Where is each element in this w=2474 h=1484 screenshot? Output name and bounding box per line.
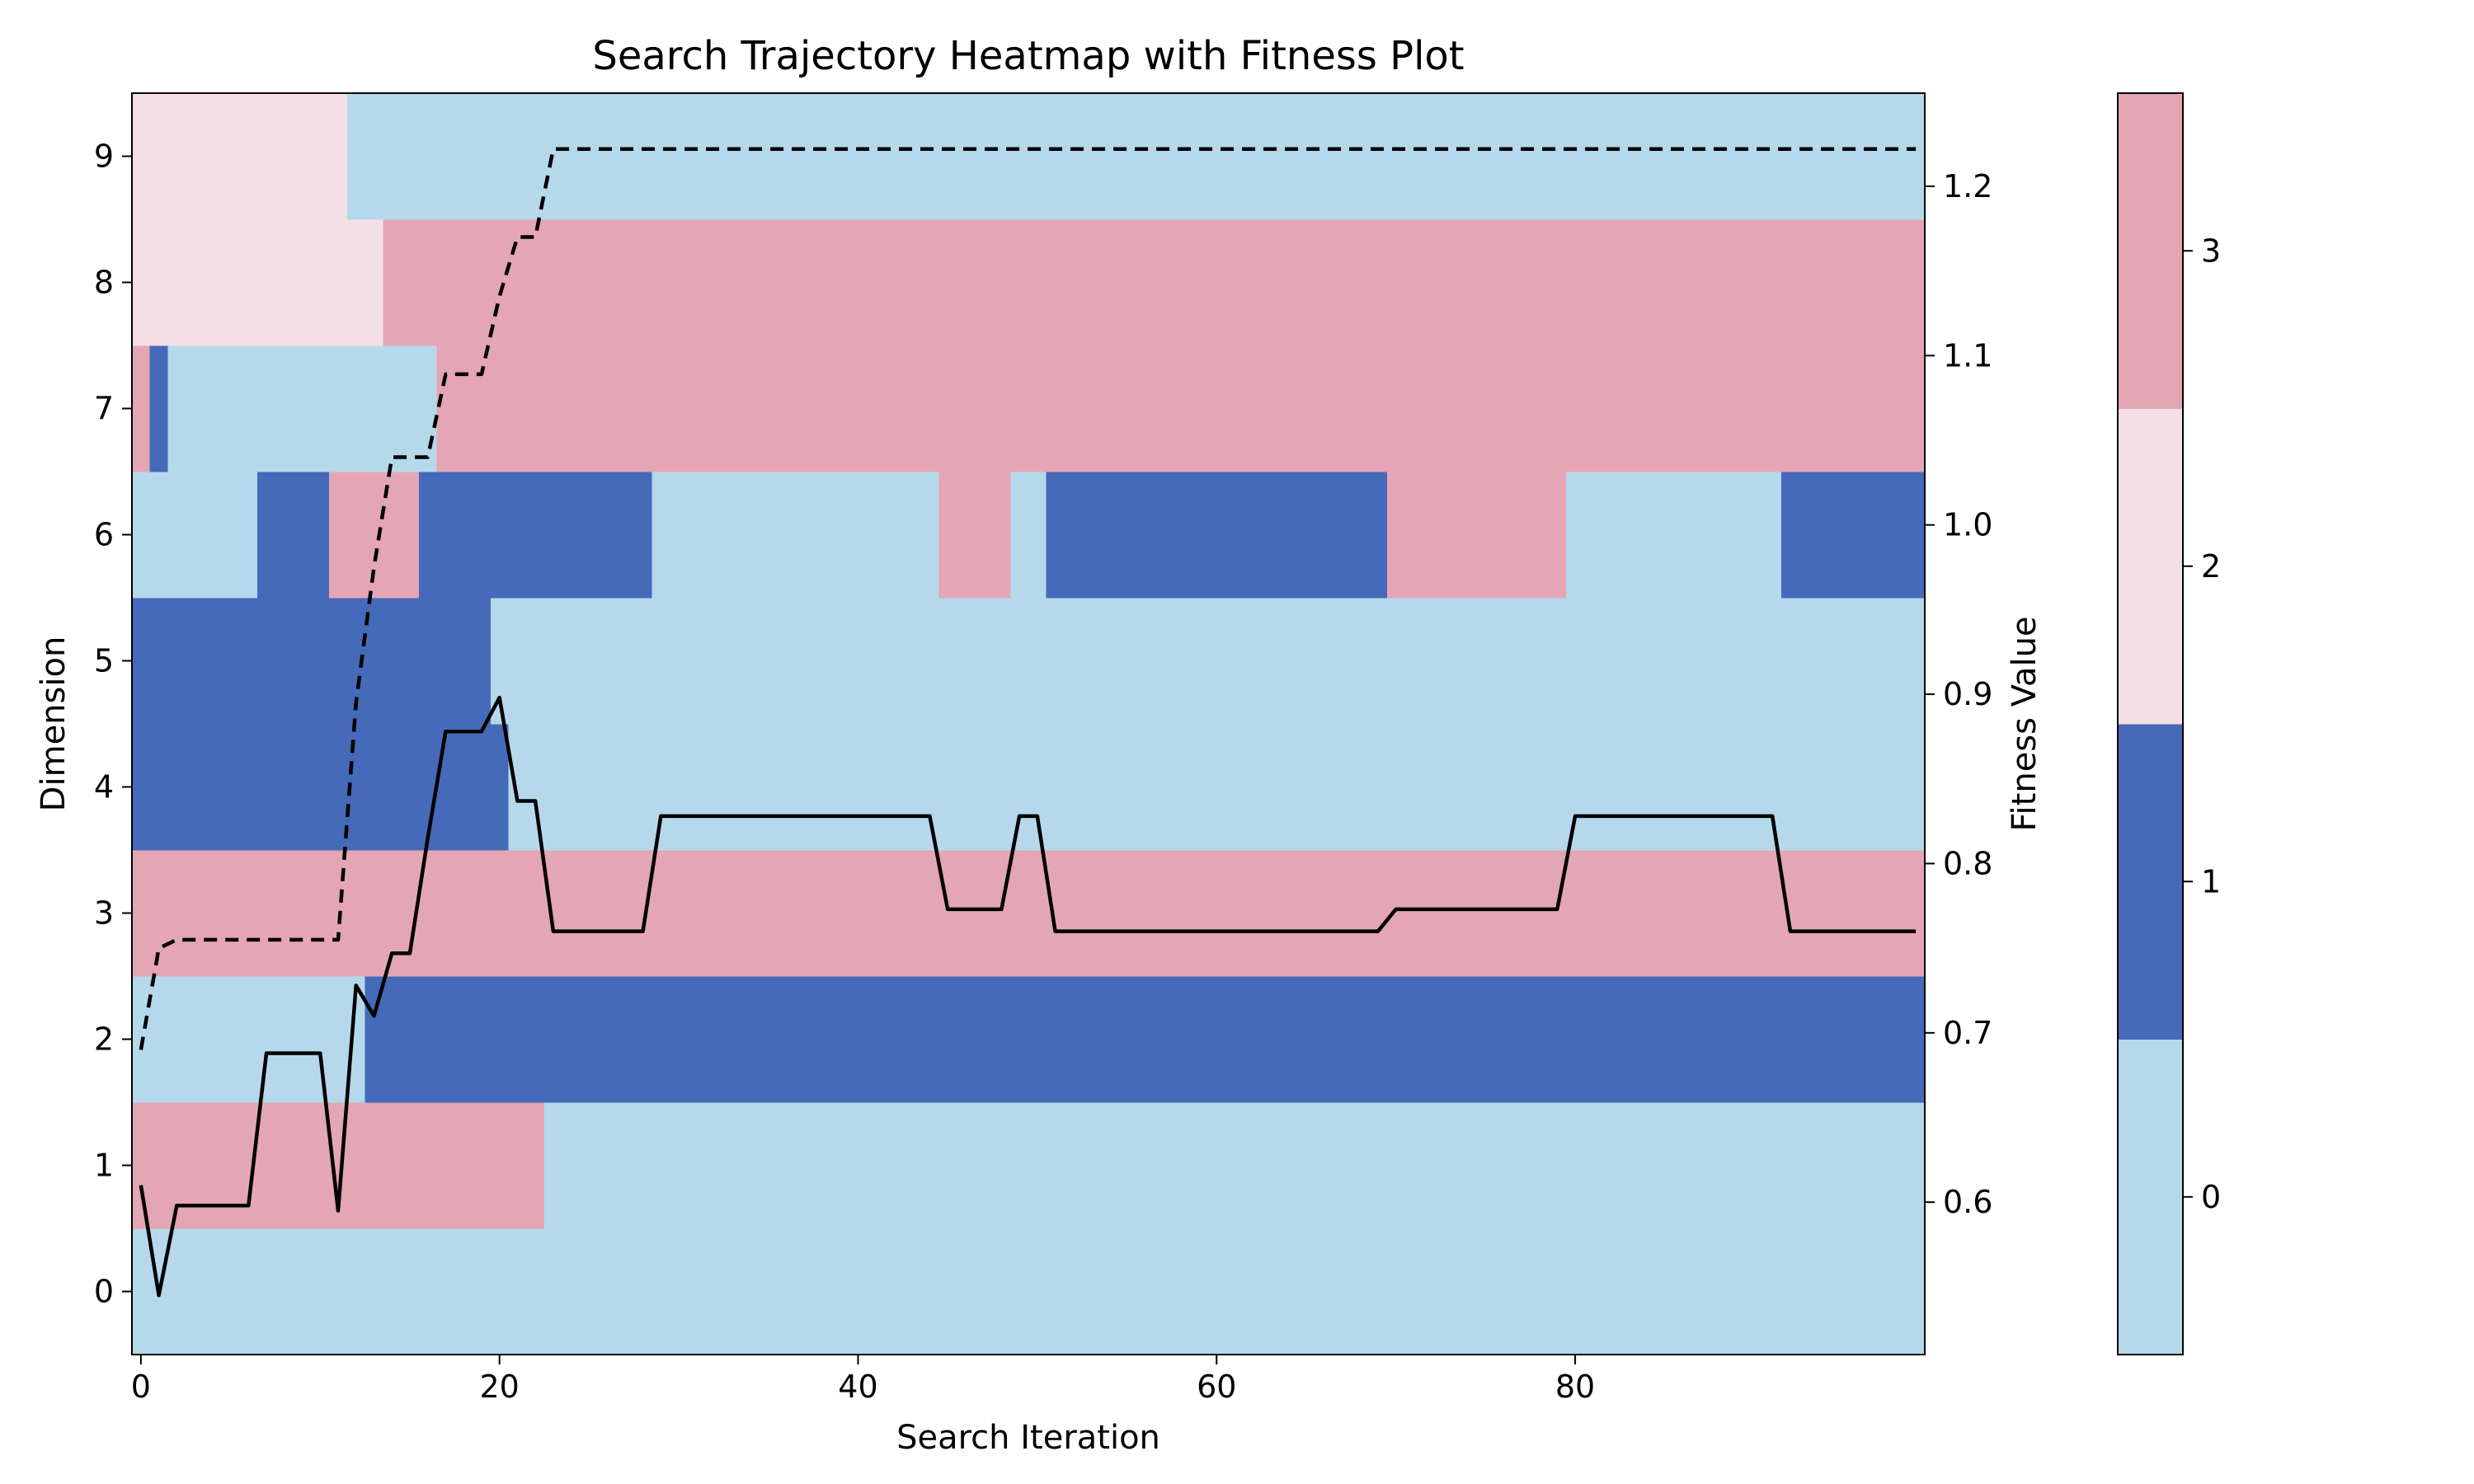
y-tick-label: 8: [94, 265, 114, 301]
y2-tick-label: 0.9: [1943, 676, 1992, 712]
heatmap-cell: [651, 472, 939, 599]
heatmap-cell: [132, 345, 151, 472]
y-axis-title: Dimension: [35, 636, 73, 812]
colorbar-swatch: [2118, 724, 2183, 1040]
colorbar-swatch: [2118, 93, 2183, 410]
heatmap-cell: [1781, 472, 1926, 599]
colorbar-swatch: [2118, 1039, 2183, 1355]
y2-tick-label: 1.0: [1943, 507, 1992, 543]
y-tick-label: 6: [94, 517, 114, 553]
colorbar-frame: [2117, 92, 2184, 1355]
x-tick-label: 0: [131, 1369, 151, 1405]
heatmap-cell: [1386, 472, 1567, 599]
colorbar-swatch: [2118, 408, 2183, 725]
chart-title: Search Trajectory Heatmap with Fitness P…: [592, 33, 1464, 79]
colorbar: 0 1 2 3: [2117, 92, 2221, 1355]
colorbar-tick-label: 0: [2201, 1179, 2221, 1215]
heatmap-cell: [132, 850, 1926, 977]
axes: 0 20 40 60 80 0 1 2 3 4 5 6 7 8 9 0.6 0.7 0.8 0.9 1.0 1.1 1.2: [94, 92, 1992, 1405]
heatmap-cell: [132, 724, 510, 851]
y2-tick-label: 1.2: [1943, 168, 1992, 204]
x-tick-label: 60: [1197, 1369, 1236, 1405]
y-tick-label: 9: [94, 139, 114, 175]
x-tick-label: 20: [479, 1369, 519, 1405]
y-tick-label: 2: [94, 1021, 114, 1058]
y2-tick-label: 1.1: [1943, 337, 1992, 373]
y-tick-label: 0: [94, 1274, 114, 1310]
y-tick-label: 3: [94, 895, 114, 932]
x-axis-title: Search Iteration: [896, 1419, 1160, 1457]
heatmap-cell: [1010, 472, 1047, 599]
heatmap-cell: [365, 976, 1926, 1103]
current-fitness-line: [139, 695, 1917, 1298]
y2-tick-label: 0.8: [1943, 845, 1992, 881]
colorbar-tick-label: 3: [2201, 232, 2221, 269]
heatmap-cell: [132, 598, 492, 725]
x-tick-label: 40: [838, 1369, 877, 1405]
heatmap-cell: [132, 976, 366, 1103]
heatmap-cell: [418, 472, 653, 599]
heatmap-cells: [132, 93, 1926, 1355]
heatmap-cell: [1566, 472, 1782, 599]
heatmap-cell: [257, 472, 330, 599]
x-tick-label: 80: [1555, 1369, 1595, 1405]
heatmap-cell: [544, 1102, 1926, 1229]
best-fitness-line: [139, 147, 1917, 1050]
y-tick-label: 5: [94, 643, 114, 679]
heatmap-cell: [346, 93, 1926, 220]
fitness-lines: [139, 147, 1917, 1298]
heatmap-cell: [132, 93, 348, 220]
heatmap-cell: [1046, 472, 1388, 599]
heatmap-cell: [436, 345, 1926, 472]
plot-frame: [131, 92, 1926, 1355]
y2-axis-title: Fitness Value: [2006, 616, 2044, 831]
heatmap-cell: [167, 345, 438, 472]
heatmap-cell: [149, 345, 169, 472]
heatmap-cell: [132, 219, 383, 346]
y-tick-label: 4: [94, 769, 114, 805]
y2-tick-label: 0.6: [1943, 1184, 1992, 1220]
y-tick-label: 7: [94, 391, 114, 427]
heatmap-cell: [383, 219, 1926, 346]
heatmap-cell: [132, 1228, 1926, 1355]
colorbar-tick-label: 2: [2201, 548, 2221, 585]
heatmap-cell: [508, 724, 1926, 851]
heatmap-cell: [938, 472, 1011, 599]
heatmap-cell: [132, 472, 258, 599]
y-tick-label: 1: [94, 1148, 114, 1184]
y2-tick-label: 0.7: [1943, 1015, 1992, 1051]
heatmap-cell: [490, 598, 1926, 725]
colorbar-tick-label: 1: [2201, 863, 2221, 899]
